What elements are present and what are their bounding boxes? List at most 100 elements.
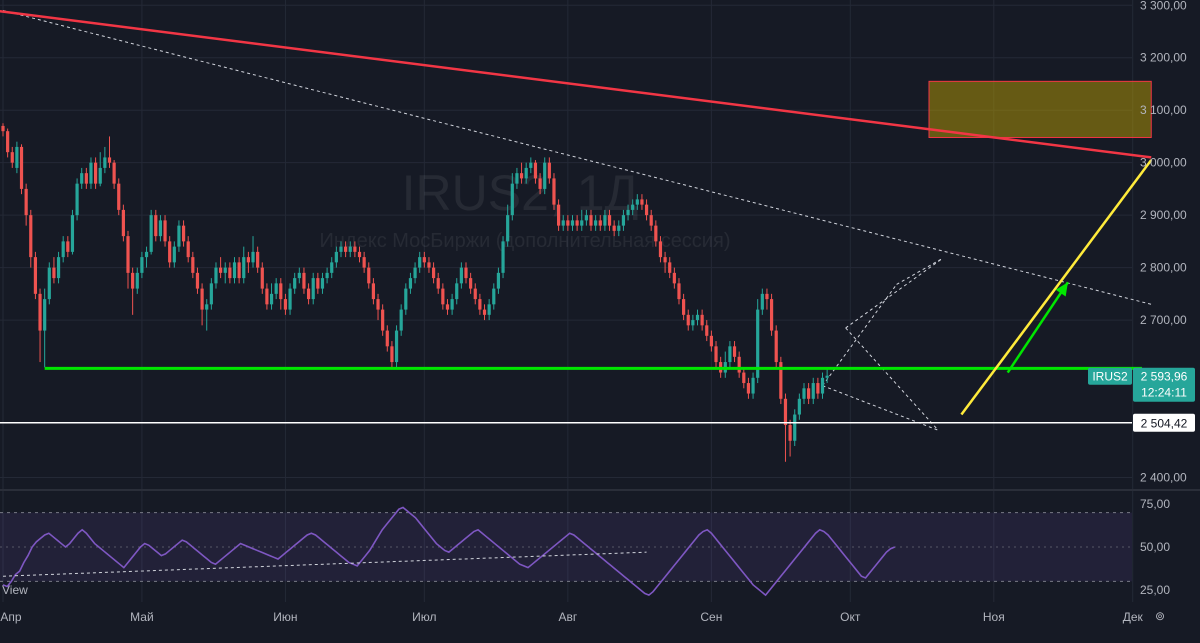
candle xyxy=(246,251,250,273)
candle-body xyxy=(686,314,690,326)
candle xyxy=(228,262,232,284)
candle xyxy=(668,257,672,279)
candle xyxy=(677,278,681,305)
candle-body xyxy=(760,293,764,310)
candle-body xyxy=(135,272,139,289)
candle xyxy=(575,215,579,231)
candle-body xyxy=(205,304,209,310)
last-price-value: 2 593,96 xyxy=(1141,370,1188,384)
candle xyxy=(487,299,491,321)
candle xyxy=(510,173,514,221)
candle xyxy=(561,215,565,231)
candle xyxy=(288,283,292,315)
candle xyxy=(802,383,806,405)
candle-body xyxy=(357,251,362,258)
candle-body xyxy=(788,425,792,441)
candle xyxy=(436,272,440,294)
candle xyxy=(473,283,477,305)
candle-body xyxy=(334,251,338,263)
candle-body xyxy=(584,215,588,221)
watermark-description: Индекс МосБиржи (дополнительная сессия) xyxy=(320,230,731,252)
candle xyxy=(154,209,158,242)
candle xyxy=(543,157,547,195)
candle-body xyxy=(94,162,98,184)
candle-body xyxy=(232,262,237,279)
candle xyxy=(381,304,385,336)
candle-body xyxy=(237,262,241,279)
candle xyxy=(404,283,408,315)
candle xyxy=(654,220,658,247)
settings-icon[interactable]: ⊚ xyxy=(1155,609,1165,623)
candle-body xyxy=(251,251,255,263)
candle-body xyxy=(66,241,70,252)
candle xyxy=(1,123,5,137)
candle-body xyxy=(769,299,774,331)
candle-body xyxy=(223,267,227,273)
candle-body xyxy=(455,283,459,300)
candle-body xyxy=(256,251,260,268)
candle-body xyxy=(61,241,65,258)
candle-body xyxy=(274,283,278,294)
candle xyxy=(15,141,19,174)
channel-dotted-line xyxy=(896,257,944,285)
candle-body xyxy=(413,267,417,279)
candle xyxy=(570,215,575,231)
candle xyxy=(251,236,255,268)
candle xyxy=(607,209,612,231)
candle xyxy=(492,283,496,310)
candle-body xyxy=(529,162,533,168)
candle-body xyxy=(56,257,61,279)
candle xyxy=(311,272,315,305)
candle xyxy=(279,278,283,310)
candle xyxy=(70,209,75,255)
candle-body xyxy=(533,162,538,179)
candle xyxy=(714,341,718,368)
candle xyxy=(302,267,306,294)
candle-body xyxy=(408,278,413,289)
candle-body xyxy=(732,346,737,357)
candle-body xyxy=(793,414,797,441)
candle-body xyxy=(450,299,454,310)
candle xyxy=(320,272,325,294)
candle-body xyxy=(617,225,621,231)
rsi-divergence-line xyxy=(2,551,647,577)
candle-body xyxy=(496,272,501,289)
candle-body xyxy=(103,157,107,168)
candle xyxy=(6,128,10,158)
candle xyxy=(316,272,320,294)
candle-body xyxy=(140,257,144,273)
candle xyxy=(663,251,667,273)
candle-body xyxy=(131,272,135,289)
candle xyxy=(47,262,51,305)
green-projection-arrow xyxy=(1006,281,1069,374)
candle-body xyxy=(362,257,366,268)
candle-body xyxy=(38,293,42,331)
candle-body xyxy=(427,262,431,268)
candle-body xyxy=(24,188,28,216)
candle xyxy=(126,230,130,289)
candle-body xyxy=(29,215,33,258)
candle-body xyxy=(381,309,385,331)
candle xyxy=(603,209,607,231)
candle xyxy=(344,241,348,258)
candle xyxy=(765,288,769,310)
candle xyxy=(168,236,172,268)
candle-body xyxy=(561,220,565,226)
candle-body xyxy=(746,383,751,394)
candle xyxy=(56,251,61,284)
candle-body xyxy=(482,309,487,315)
candle-body xyxy=(158,220,163,237)
candle-body xyxy=(1,125,5,132)
candle-body xyxy=(635,199,639,205)
candle-body xyxy=(154,215,158,237)
candle xyxy=(598,215,602,231)
candle-body xyxy=(820,377,825,394)
candle xyxy=(121,204,125,242)
candle-body xyxy=(603,215,607,226)
candle-body xyxy=(121,209,125,237)
candle-body xyxy=(751,377,755,394)
candle xyxy=(131,267,135,315)
candle-body xyxy=(538,178,542,189)
candle-body xyxy=(566,220,570,226)
candle xyxy=(580,209,584,231)
